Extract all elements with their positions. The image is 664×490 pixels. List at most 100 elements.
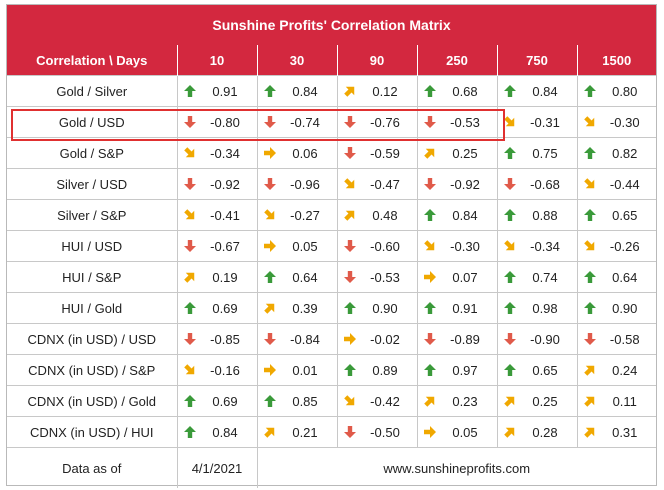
correlation-cell: 0.64 — [576, 261, 656, 293]
arrow-down-right-icon — [503, 240, 514, 251]
arrow-up-icon — [503, 147, 516, 159]
correlation-cell: 0.89 — [336, 354, 417, 386]
correlation-value: 0.84 — [532, 83, 558, 99]
arrow-up-icon — [183, 302, 196, 314]
correlation-value: 0.91 — [452, 300, 478, 316]
correlation-cell: -0.58 — [576, 323, 656, 355]
correlation-value: 0.97 — [452, 362, 478, 378]
correlation-cell: -0.30 — [576, 106, 656, 138]
correlation-value: 0.88 — [532, 207, 558, 223]
correlation-value: -0.96 — [290, 176, 320, 192]
arrow-right-icon — [263, 364, 276, 376]
arrow-right-icon — [263, 147, 276, 159]
correlation-cell: 0.11 — [576, 385, 656, 417]
arrow-right-icon — [343, 333, 356, 345]
correlation-cell: 0.48 — [336, 199, 417, 231]
arrow-down-right-icon — [343, 178, 354, 189]
correlation-cell: -0.53 — [416, 106, 497, 138]
correlation-value: -0.60 — [370, 238, 400, 254]
row-label: Gold / S&P — [7, 137, 177, 169]
correlation-cell: 0.39 — [256, 292, 337, 324]
correlation-cell: -0.44 — [576, 168, 656, 200]
correlation-value: -0.92 — [450, 176, 480, 192]
correlation-cell: -0.47 — [336, 168, 417, 200]
arrow-up-icon — [423, 302, 436, 314]
correlation-value: -0.41 — [210, 207, 240, 223]
correlation-value: -0.30 — [609, 114, 640, 130]
correlation-matrix: Sunshine Profits' Correlation Matrix Cor… — [6, 4, 657, 488]
correlation-cell: 0.75 — [496, 137, 577, 169]
correlation-value: 0.19 — [212, 269, 238, 285]
arrow-down-right-icon — [183, 209, 194, 220]
correlation-value: 0.06 — [292, 145, 318, 161]
correlation-value: 0.68 — [452, 83, 478, 99]
correlation-value: 0.69 — [212, 393, 238, 409]
correlation-cell: -0.02 — [336, 323, 417, 355]
table-row: HUI / USD -0.67 0.05 -0.60 -0.30 -0.34 -0.26 — [7, 230, 656, 262]
correlation-cell: -0.92 — [416, 168, 497, 200]
arrow-up-right-icon — [343, 86, 354, 97]
correlation-cell: -0.67 — [176, 230, 257, 262]
table-row: HUI / S&P 0.19 0.64 -0.53 0.07 0.74 0.64 — [7, 261, 656, 293]
correlation-cell: 0.84 — [416, 199, 497, 231]
correlation-cell: -0.34 — [496, 230, 577, 262]
arrow-down-right-icon — [183, 364, 194, 375]
arrow-down-icon — [423, 333, 436, 345]
correlation-cell: -0.90 — [496, 323, 577, 355]
correlation-cell: -0.74 — [256, 106, 337, 138]
arrow-up-right-icon — [583, 427, 594, 438]
arrow-down-icon — [503, 333, 516, 345]
correlation-cell: 0.69 — [176, 385, 257, 417]
correlation-value: 0.12 — [372, 83, 398, 99]
arrow-down-right-icon — [263, 209, 274, 220]
correlation-value: 0.25 — [452, 145, 478, 161]
arrow-up-icon — [503, 209, 516, 221]
correlation-value: 0.65 — [532, 362, 558, 378]
arrow-up-icon — [503, 85, 516, 97]
correlation-cell: -0.60 — [336, 230, 417, 262]
column-header: 90 — [336, 45, 417, 76]
correlation-value: -0.27 — [290, 207, 320, 223]
correlation-value: 0.31 — [612, 424, 638, 440]
arrow-up-right-icon — [343, 210, 354, 221]
correlation-value: 0.90 — [612, 300, 638, 316]
correlation-value: -0.26 — [609, 238, 640, 254]
arrow-up-icon — [503, 302, 516, 314]
correlation-value: -0.34 — [210, 145, 240, 161]
column-header: 750 — [496, 45, 577, 76]
correlation-cell: -0.41 — [176, 199, 257, 231]
correlation-cell: 0.24 — [576, 354, 656, 386]
arrow-up-icon — [423, 364, 436, 376]
row-label: CDNX (in USD) / S&P — [7, 354, 177, 386]
table-row: CDNX (in USD) / HUI 0.84 0.21 -0.50 0.05 0.28… — [7, 416, 656, 448]
correlation-value: 0.11 — [612, 393, 637, 409]
correlation-value: 0.64 — [612, 269, 638, 285]
row-label: HUI / Gold — [7, 292, 177, 324]
correlation-value: -0.42 — [370, 393, 400, 409]
column-header: 1500 — [576, 45, 656, 76]
correlation-cell: 0.68 — [416, 75, 497, 107]
correlation-cell: -0.59 — [336, 137, 417, 169]
correlation-cell: 0.65 — [496, 354, 577, 386]
correlation-value: 0.05 — [292, 238, 318, 254]
arrow-up-right-icon — [583, 396, 594, 407]
correlation-value: -0.90 — [530, 331, 560, 347]
correlation-value: 0.82 — [612, 145, 638, 161]
correlation-cell: 0.90 — [576, 292, 656, 324]
arrow-up-icon — [263, 85, 276, 97]
arrow-up-icon — [583, 302, 596, 314]
correlation-value: -0.53 — [370, 269, 400, 285]
correlation-value: -0.89 — [450, 331, 480, 347]
correlation-cell: 0.23 — [416, 385, 497, 417]
correlation-value: -0.76 — [370, 114, 400, 130]
arrow-down-icon — [183, 178, 196, 190]
correlation-value: 0.69 — [212, 300, 238, 316]
correlation-value: 0.05 — [452, 424, 478, 440]
correlation-cell: -0.31 — [496, 106, 577, 138]
correlation-cell: 0.84 — [256, 75, 337, 107]
correlation-value: 0.91 — [212, 83, 238, 99]
correlation-cell: 0.06 — [256, 137, 337, 169]
correlation-value: -0.02 — [370, 331, 400, 347]
arrow-up-icon — [343, 302, 356, 314]
correlation-value: -0.16 — [210, 362, 240, 378]
